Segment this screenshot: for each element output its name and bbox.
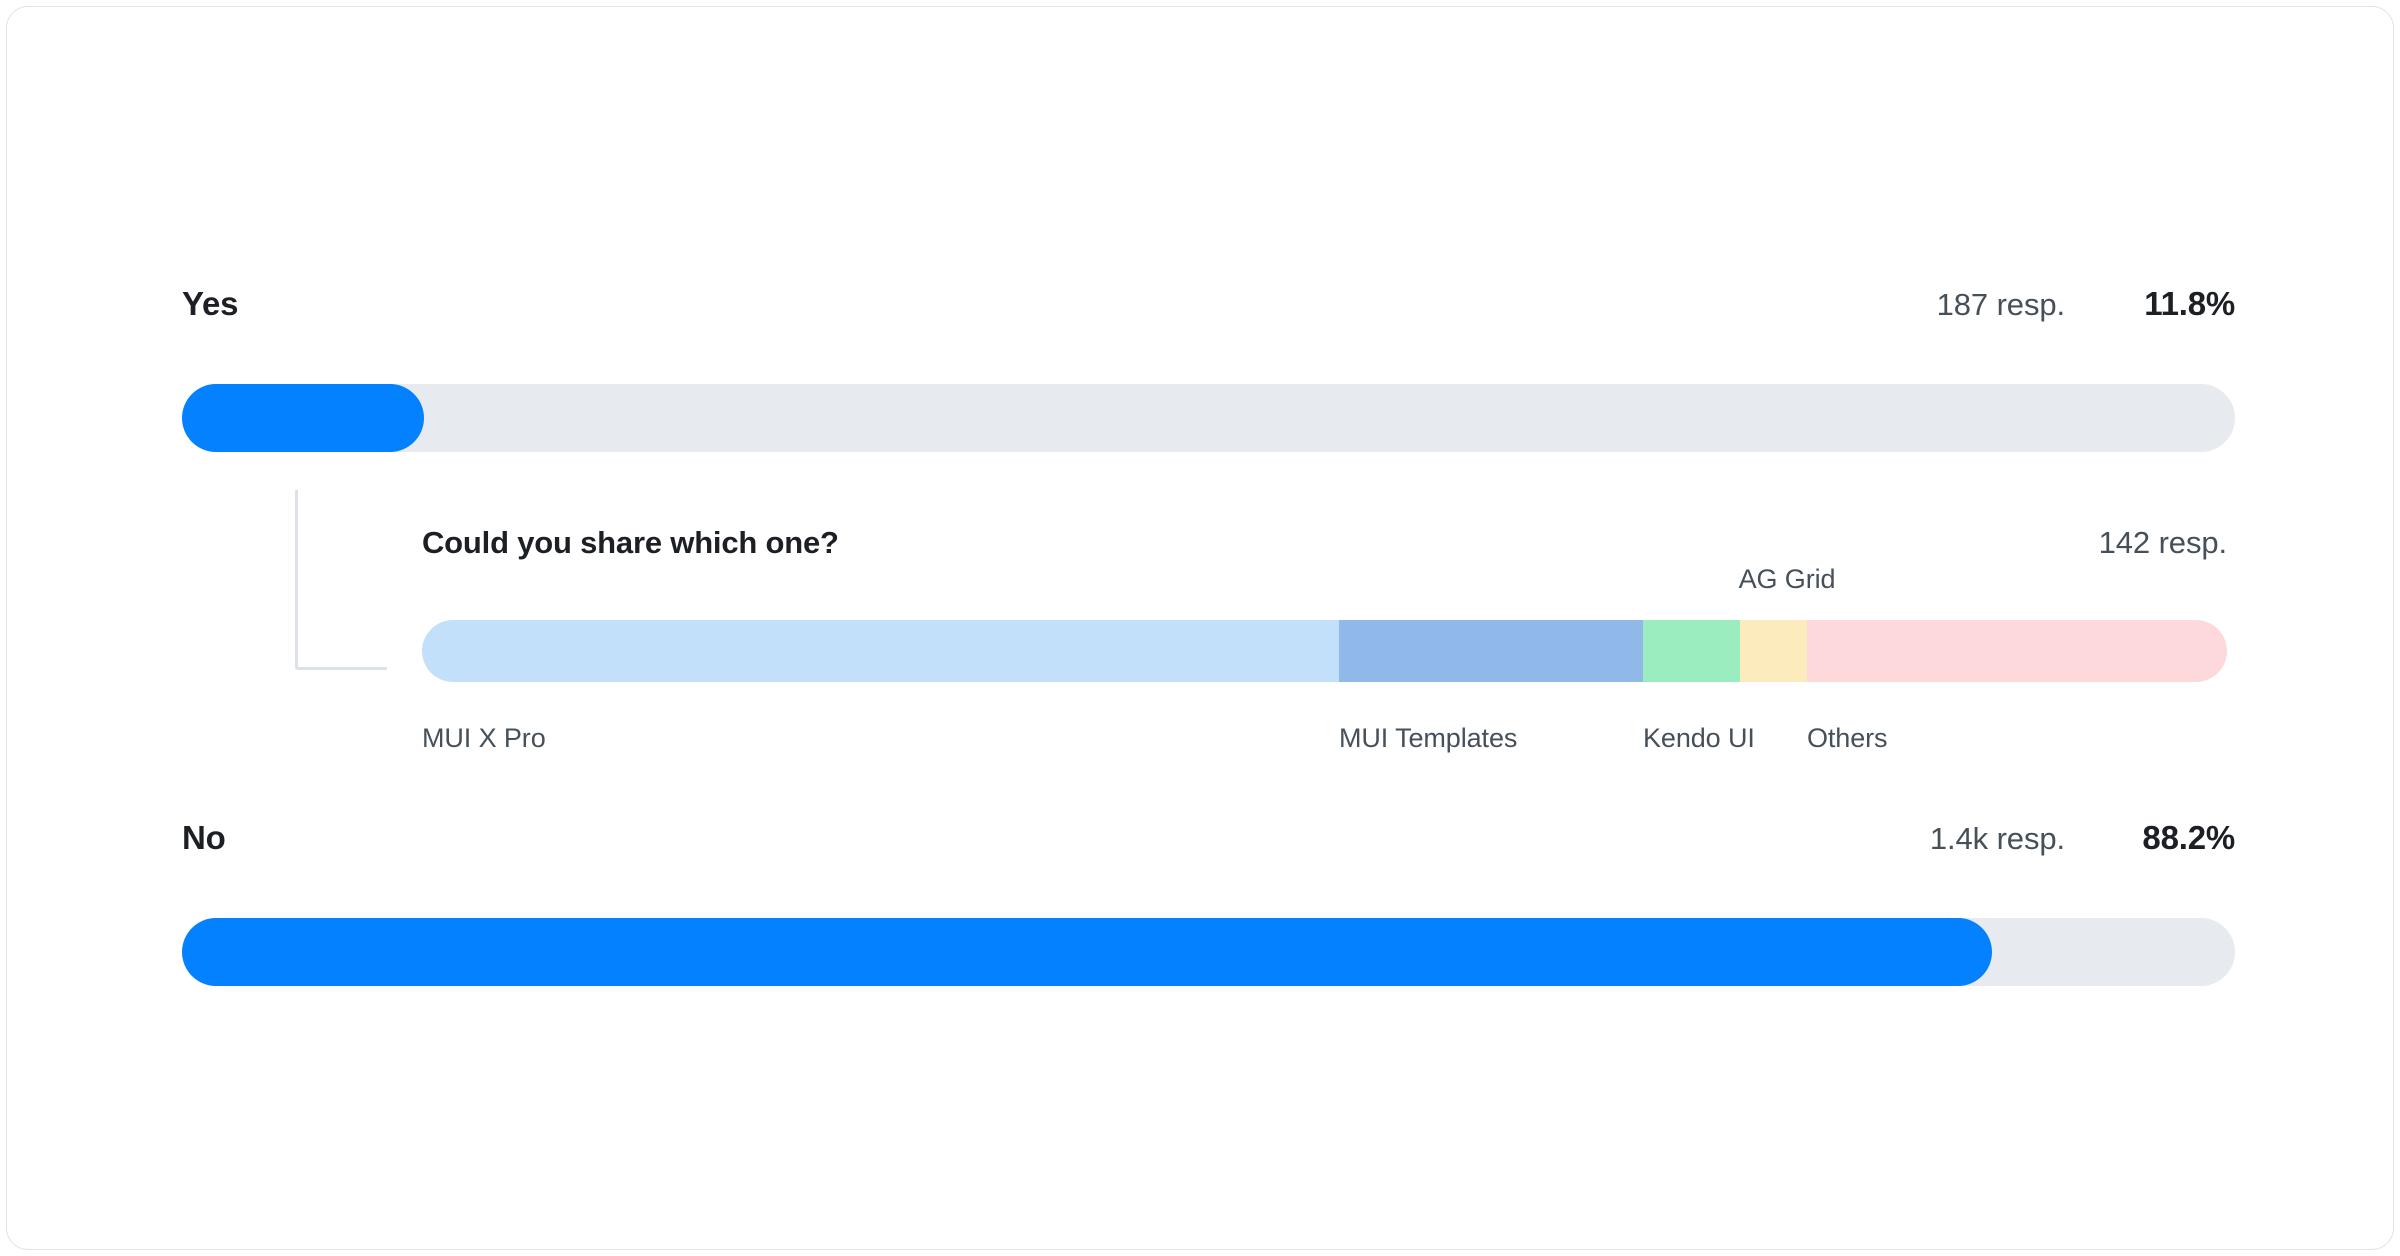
row-label-yes: Yes [182,285,239,322]
row-metrics-no: 1.4k resp. 88.2% [1930,819,2235,857]
segment-label-mui-templates: MUI Templates [1339,723,1518,753]
progress-fill-no [182,918,1992,986]
segment-label-ag-grid: AG Grid [1738,564,1836,594]
nested-responses: 142 resp. [2098,525,2227,560]
segment-kendo-ui[interactable] [1740,620,1807,682]
segment-mui-x-pro[interactable] [422,620,1339,682]
row-metrics-yes: 187 resp. 11.8% [1936,285,2236,323]
segment-mui-templates[interactable] [1339,620,1643,682]
segment-others[interactable] [1807,620,2227,682]
segment-ag-grid[interactable] [1643,620,1740,682]
nesting-connector [295,490,387,670]
progress-track-no [182,918,2235,986]
nested-header: Could you share which one? 142 resp. [422,525,2227,561]
segment-label-others: Others [1807,723,1888,753]
nested-question-title: Could you share which one? [422,525,839,560]
row-percent-no: 88.2% [2142,819,2235,856]
row-header-yes: Yes 187 resp. 11.8% [182,285,2235,323]
segment-label-mui-x-pro: MUI X Pro [422,723,546,753]
progress-track-yes [182,384,2235,452]
stacked-segment-bar [422,620,2227,682]
row-percent-yes: 11.8% [2144,285,2235,322]
progress-fill-yes [182,384,424,452]
row-responses-no: 1.4k resp. [1929,821,2065,856]
row-responses-yes: 187 resp. [1936,287,2065,322]
row-label-no: No [182,819,226,856]
survey-results-card: Yes 187 resp. 11.8% Could you share whic… [6,6,2394,1250]
row-header-no: No 1.4k resp. 88.2% [182,819,2235,857]
chart-area: Yes 187 resp. 11.8% Could you share whic… [7,7,2393,1249]
segment-label-kendo-ui: Kendo UI [1643,723,1755,753]
